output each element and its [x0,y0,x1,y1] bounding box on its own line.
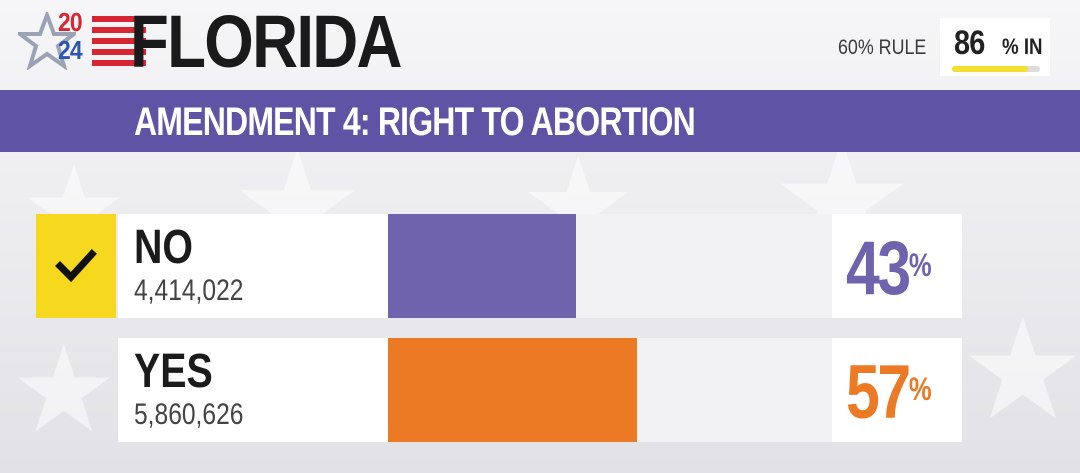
percent-value: 43 [846,226,911,311]
background-star-icon: ★ [10,323,118,457]
background-star-icon: ★ [960,291,1080,448]
percent-sign: % [908,371,932,407]
race-title: AMENDMENT 4: RIGHT TO ABORTION [134,100,696,144]
winner-check [36,214,116,318]
percent-label: 57% [846,348,936,438]
result-row-no: NO 4,414,022 43% [0,214,1080,318]
election-2024-logo: 20 24 [18,4,146,80]
reporting-unit: % IN [1002,34,1043,59]
reporting-progress-bar [952,66,1040,72]
star-icon [18,12,76,70]
state-title: FLORIDA [130,0,402,83]
option-name: NO [134,221,194,274]
vote-count: 4,414,022 [134,274,244,307]
header: 20 24 FLORIDA 60% RULE 86 % IN [0,0,1080,88]
rule-label: 60% RULE [838,36,927,59]
reporting-badge: 86 % IN [940,18,1050,76]
result-bar-track [388,214,832,318]
reporting-percent: 86 [954,24,985,62]
logo-stripes [92,16,146,70]
race-banner: AMENDMENT 4: RIGHT TO ABORTION [0,90,1080,152]
logo-year-top: 20 [58,7,83,37]
result-bar-fill [388,338,638,442]
vote-count: 5,860,626 [134,398,244,431]
result-row-yes: YES 5,860,626 57% [0,338,1080,442]
percent-value: 57 [846,350,911,435]
option-name: YES [134,345,213,398]
result-bar-fill [388,214,577,318]
percent-sign: % [908,247,932,283]
result-panel: NO 4,414,022 43% [118,214,962,318]
percent-label: 43% [846,224,936,314]
reporting-progress-fill [952,66,1028,72]
result-panel: YES 5,860,626 57% [118,338,962,442]
checkmark-icon [55,249,97,283]
result-bar-track [388,338,832,442]
logo-year-bottom: 24 [58,35,83,65]
